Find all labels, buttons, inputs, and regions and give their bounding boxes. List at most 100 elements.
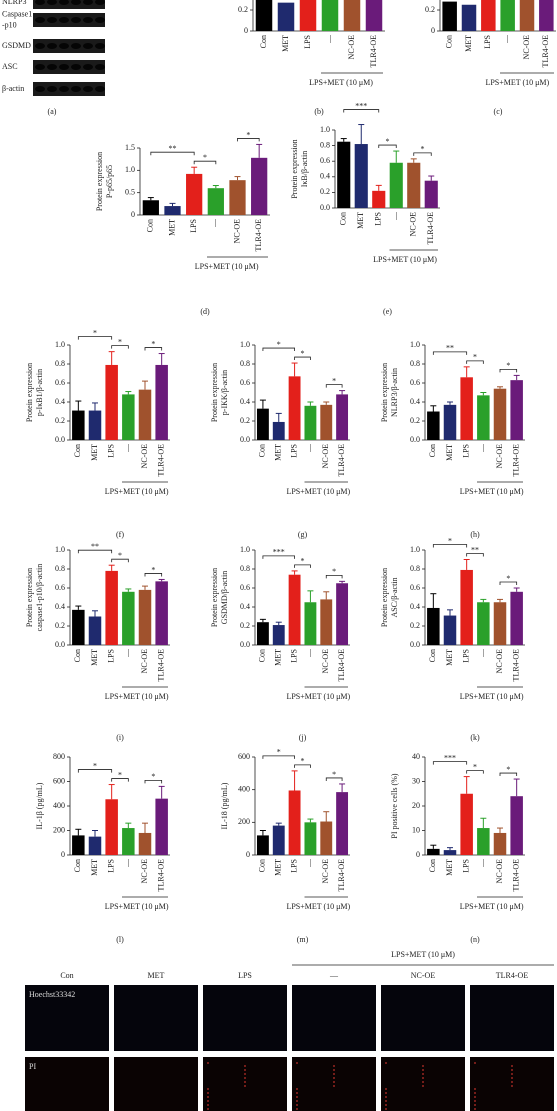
x-tick-label: NC-OE [321,444,330,469]
panel-label: (k) [470,733,480,742]
y-tick-label: 0.0 [240,435,250,444]
y-axis-label: IκB/β-actin [300,151,309,188]
cell-dot [207,1092,209,1094]
band [47,17,57,23]
significance-bracket [111,558,129,563]
bar [288,376,301,440]
group-label: LPS+MET (10 μM) [460,902,524,911]
significance-bracket [77,769,113,773]
significance-label: ** [446,344,454,353]
bar [427,411,440,440]
cell-dot [385,1092,387,1094]
bar [122,394,135,440]
bar [460,377,473,440]
bar [186,173,203,215]
bar [138,832,152,855]
band [35,0,45,5]
bar [477,828,490,855]
bar [277,2,295,32]
band [95,0,105,5]
bar [427,848,440,855]
x-tick-label: TLR4-OE [337,859,346,892]
bar [460,793,473,855]
bar [155,364,168,440]
significance-bracket [262,347,295,352]
x-tick-label: Con [428,444,437,457]
significance-label: * [118,551,122,560]
x-tick-label: NC-OE [321,859,330,884]
blot-band [33,0,105,9]
x-tick-label: MET [90,649,99,666]
bar [372,190,386,208]
panel-label: (h) [470,530,480,539]
y-tick-label: 1.0 [125,165,135,174]
x-tick-label: MET [274,859,283,876]
cell-dot [244,1085,246,1087]
x-tick-label: TLR4-OE [541,35,550,68]
band [47,0,57,5]
x-tick-label: — [305,858,314,868]
bar [272,825,285,855]
significance-label: * [301,557,305,566]
bar [105,799,118,855]
x-tick-label: TLR4-OE [511,444,520,477]
significance-bracket [325,574,343,579]
significance-bracket [193,160,217,165]
cell-dot [474,1092,476,1094]
cell-dot [333,1085,335,1087]
image-column-label: Con [60,971,73,980]
significance-label: * [332,770,336,779]
y-tick-label: 0.4 [55,397,65,406]
significance-label: * [151,565,155,574]
panel-label: (g) [298,530,308,539]
x-tick-label: — [478,858,487,868]
y-tick-label: 0 [246,850,250,859]
bar [105,364,118,440]
y-tick-label: 1.0 [240,545,250,554]
significance-bracket [144,573,163,577]
x-tick-label: NC-OE [522,35,531,60]
x-tick-label: NC-OE [495,859,504,884]
y-tick-label: 0.0 [320,203,330,212]
x-tick-label: NC-OE [347,35,356,60]
panel-label: (a) [48,107,57,116]
x-tick-label: TLR4-OE [369,35,378,68]
y-tick-label: 0.6 [55,378,65,387]
bar [510,591,523,645]
image-column-label: LPS [238,971,252,980]
y-tick-label: 0.2 [410,621,420,630]
cell-dot [296,1092,298,1094]
bar [72,835,85,855]
cell-dot [474,1062,476,1064]
cell-dot [422,1081,424,1083]
y-tick-label: 0 [131,210,135,219]
x-tick-label: — [123,648,132,658]
bar [88,616,102,645]
band [59,64,69,70]
significance-label: * [473,762,477,771]
significance-bracket [144,347,163,351]
panel-label: (n) [470,935,480,944]
cell-dot [207,1100,209,1102]
group-label: LPS+MET (10 μM) [105,692,169,701]
y-tick-label: 0.0 [410,640,420,649]
band [83,64,93,70]
cell-dot [385,1104,387,1106]
bar [461,4,477,31]
group-label: LPS+MET (10 μM) [460,692,524,701]
micrograph [25,985,109,1051]
cell-dot [474,1096,476,1098]
cell-dot [422,1073,424,1075]
micrograph [292,1057,376,1111]
bar [138,389,152,440]
y-axis-label: IL-1β (pg/mL) [35,782,44,829]
x-tick-label: LPS [106,444,115,458]
bar [443,404,457,440]
significance-label: * [118,337,122,346]
significance-label: * [506,361,510,370]
bar [477,602,490,645]
band [35,43,45,49]
y-tick-label: 0.4 [240,397,250,406]
y-tick-label: 0.6 [55,583,65,592]
y-axis-label: NLRP3/β-actin [390,368,399,417]
